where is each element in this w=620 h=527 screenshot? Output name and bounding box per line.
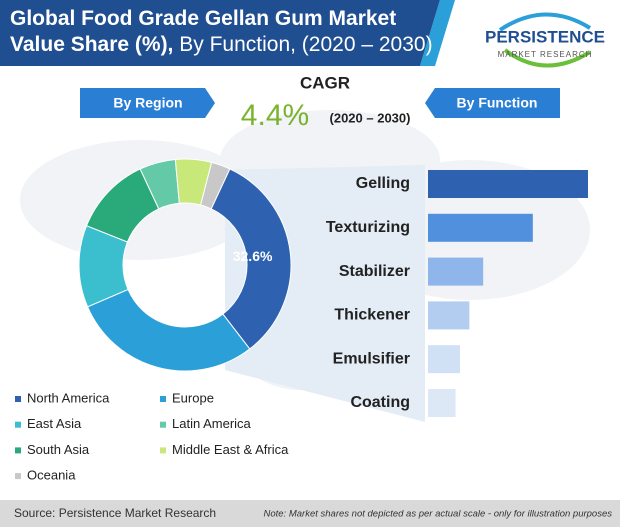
function-button-label: By Function [457, 95, 538, 111]
footer [0, 500, 620, 527]
bar-label: Thickener [334, 307, 410, 324]
legend-swatch [160, 421, 166, 428]
logo-name: PERSISTENCE [485, 27, 605, 46]
donut-segment [199, 161, 231, 210]
donut-segment [86, 288, 251, 372]
legend-label: North America [27, 390, 110, 405]
legend-swatch [160, 396, 166, 402]
legend-swatch [160, 447, 166, 454]
legend-label: South Asia [27, 442, 90, 457]
legend-label: Middle East & Africa [172, 442, 289, 457]
function-button [425, 88, 560, 118]
legend-label: East Asia [27, 416, 82, 431]
bar [428, 170, 588, 198]
source: Source: Persistence Market Research [14, 506, 216, 520]
bar-label: Stabilizer [339, 263, 410, 280]
donut-segment [210, 168, 292, 350]
title-banner [0, 0, 440, 66]
logo-tagline: MARKET RESEARCH [498, 50, 593, 59]
bar [428, 345, 460, 374]
cagr-period: (2020 – 2030) [330, 110, 411, 125]
legend-swatch [15, 447, 21, 454]
bar [428, 213, 533, 242]
region-button-label: By Region [113, 95, 182, 111]
legend-label: Europe [172, 390, 214, 405]
bar [428, 389, 456, 417]
bar [428, 301, 470, 330]
title-rest: By Function, (2020 – 2030) [179, 33, 433, 56]
legend-label: Oceania [27, 468, 76, 483]
bar-label: Gelling [356, 175, 410, 192]
data-label: 32.6% [233, 248, 273, 264]
logo-mark [498, 12, 592, 68]
legend-swatch [15, 396, 21, 402]
title-accent [420, 0, 455, 66]
bar-label: Texturizing [326, 219, 410, 236]
bar [428, 257, 484, 286]
bar-label: Emulsifier [333, 350, 410, 367]
legend-swatch [15, 473, 21, 480]
cagr-label: CAGR [300, 73, 350, 92]
legend-swatch [15, 421, 21, 428]
region-button [80, 88, 215, 118]
note: Note: Market shares not depicted as per … [263, 509, 612, 520]
title-bold: Global Food Grade Gellan Gum Market Valu… [10, 7, 397, 56]
legend-label: Latin America [172, 416, 252, 431]
cagr-value: 4.4% [241, 99, 309, 132]
bar-label: Coating [350, 394, 410, 411]
title: Global Food Grade Gellan Gum Market Valu… [10, 6, 450, 58]
